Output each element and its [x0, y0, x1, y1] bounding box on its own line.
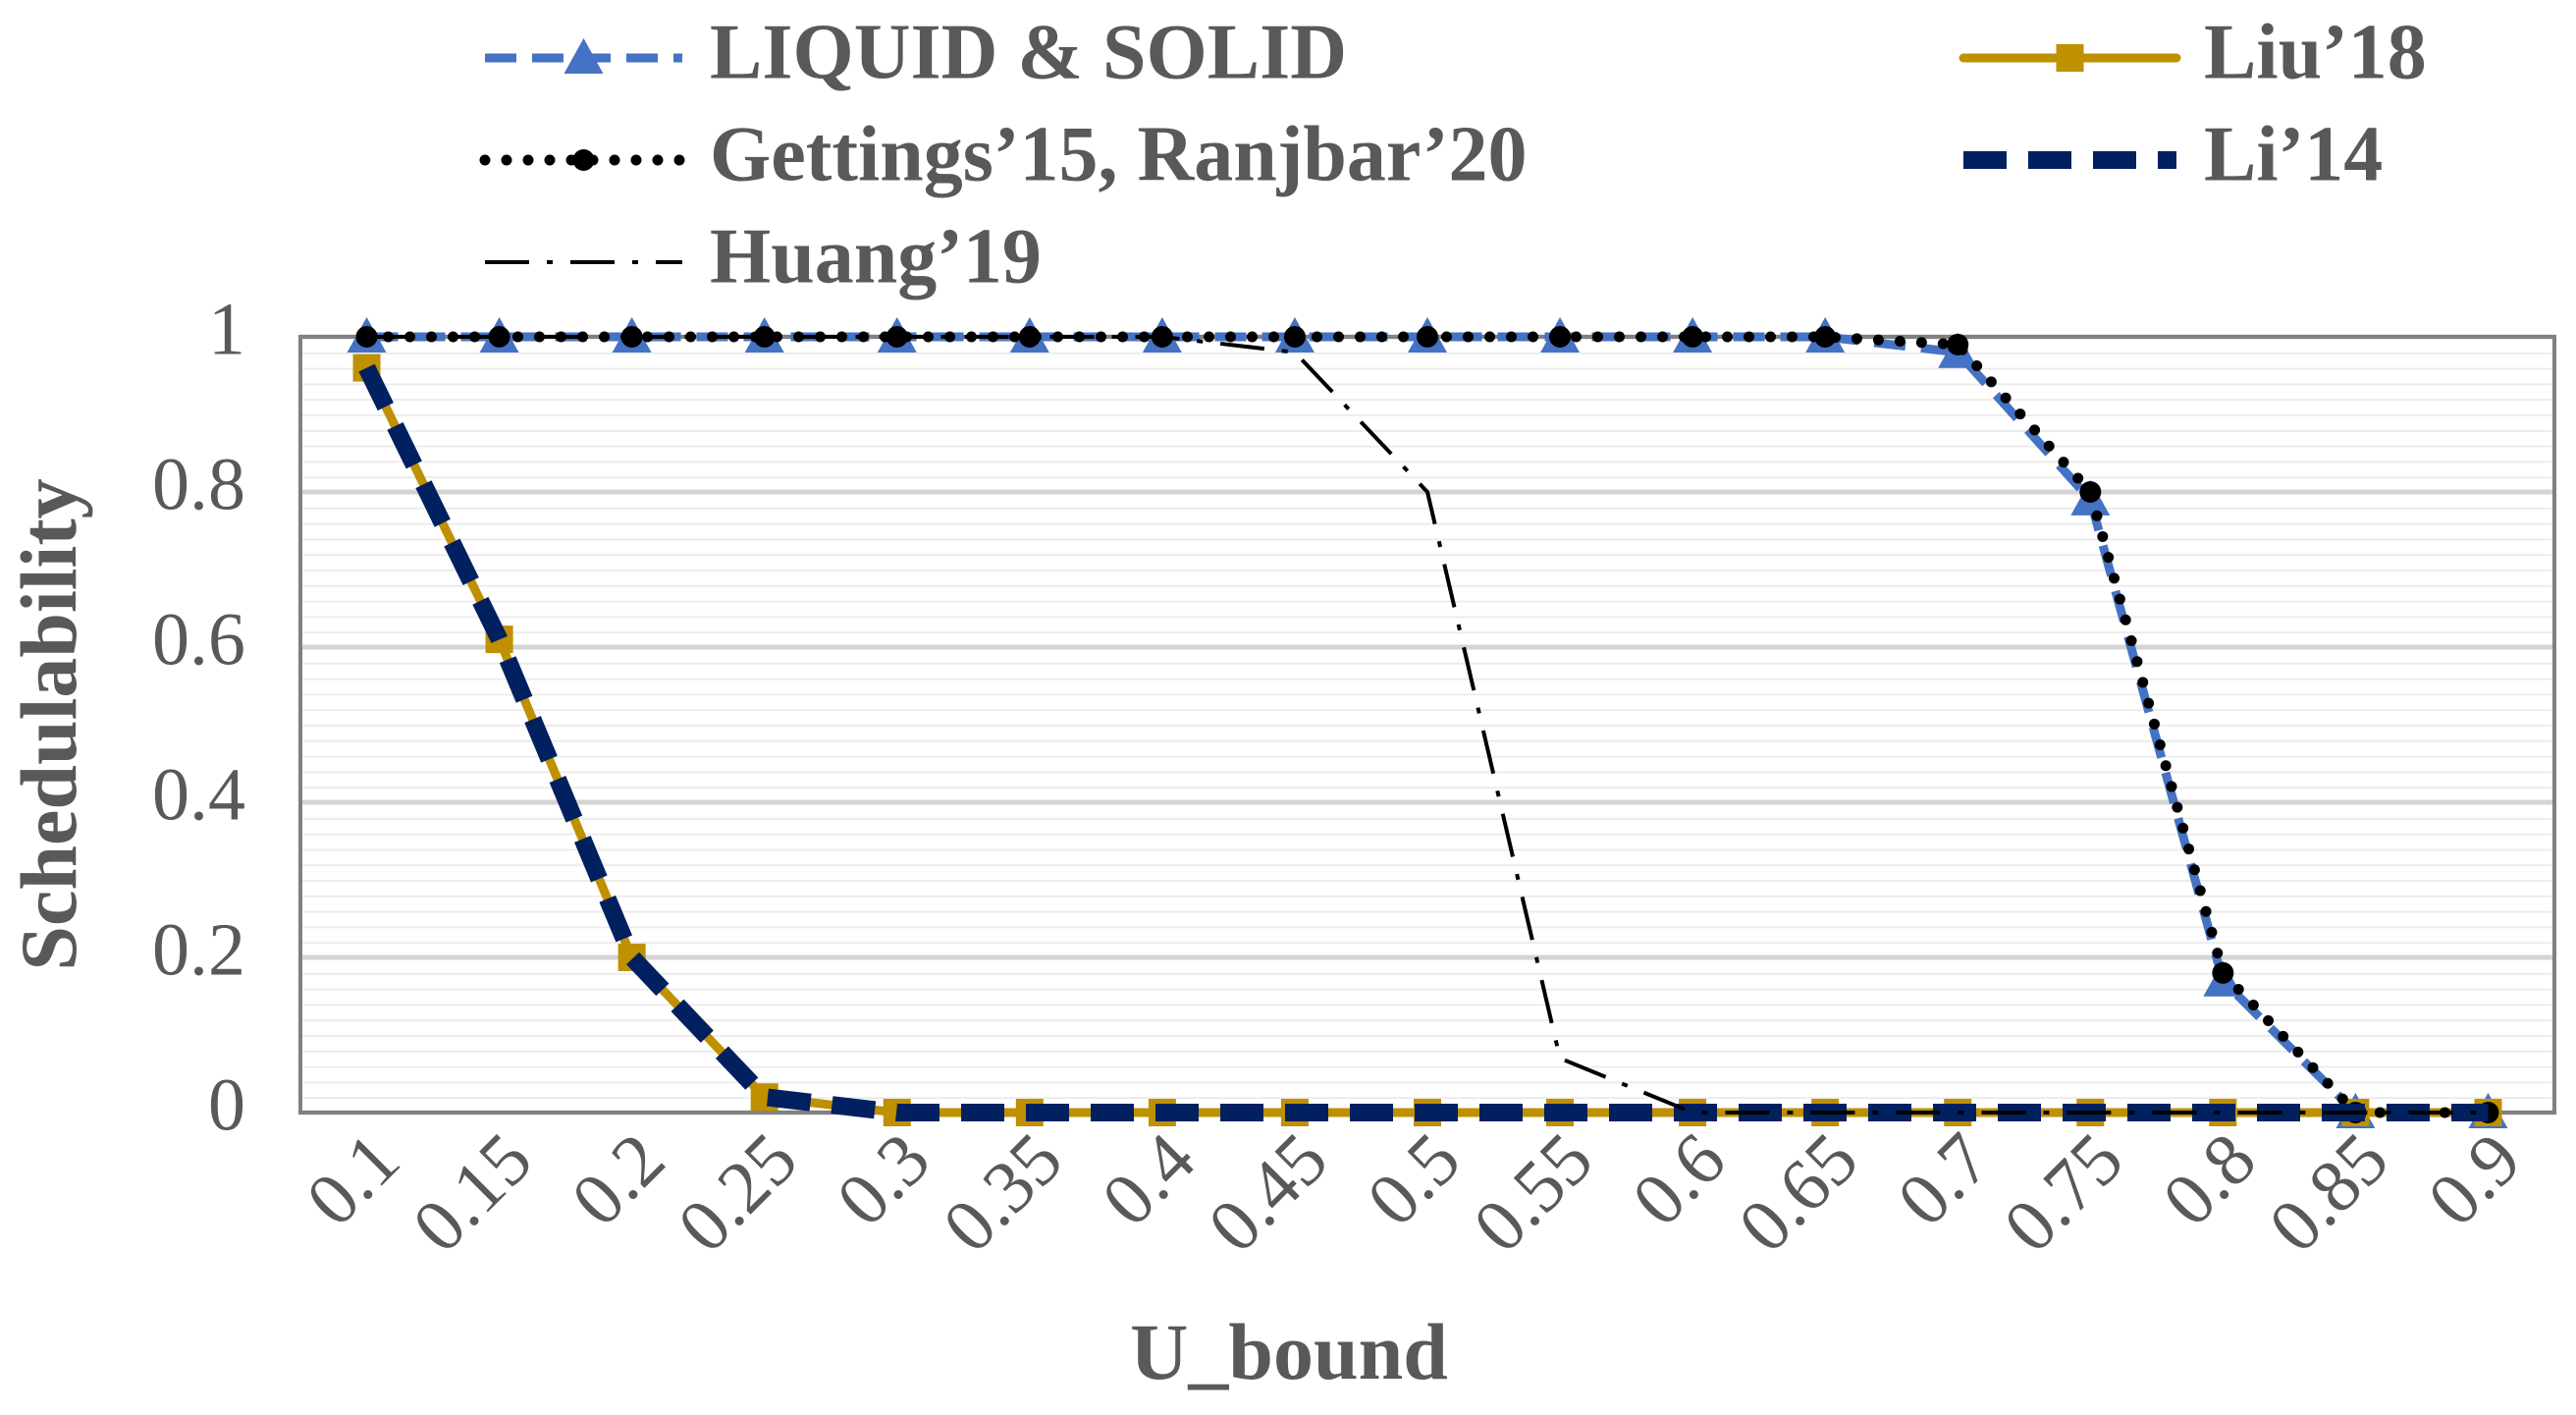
x-tick-label: 0.75 [1988, 1117, 2138, 1268]
x-tick-label: 0.85 [2253, 1117, 2403, 1268]
marker [488, 326, 510, 348]
marker [1283, 326, 1306, 348]
x-tick-label: 0.25 [663, 1117, 813, 1268]
y-tick-label: 0.6 [152, 598, 245, 680]
x-tick-label: 0.15 [397, 1117, 547, 1268]
series-line [366, 335, 2489, 1115]
x-tick-label: 0.55 [1458, 1117, 1608, 1268]
x-tick-label: 0.5 [1352, 1117, 1476, 1242]
y-tick-label: 0.2 [152, 908, 245, 991]
y-tick-label: 0 [208, 1063, 245, 1146]
marker [1549, 326, 1572, 348]
marker [1417, 326, 1438, 348]
legend-label: LIQUID & SOLID [710, 9, 1347, 95]
x-tick-label: 0.4 [1087, 1117, 1211, 1242]
marker [2079, 481, 2102, 503]
marker [1682, 326, 1704, 348]
x-tick-label: 0.35 [928, 1117, 1078, 1268]
x-tick-label: 0.9 [2412, 1117, 2537, 1242]
legend-marker [2056, 44, 2084, 72]
marker [1947, 333, 1969, 355]
x-tick-label: 0.1 [291, 1117, 415, 1242]
x-tick-label: 0.6 [1617, 1117, 1742, 1242]
legend-label: Huang’19 [710, 213, 1042, 299]
y-axis-title: Schedulability [4, 478, 93, 970]
x-tick-label: 0.7 [1882, 1117, 2007, 1242]
x-tick-label: 0.3 [822, 1117, 946, 1242]
x-axis-title: U_bound [1130, 1307, 1448, 1396]
marker [753, 326, 776, 348]
legend-label: Liu’18 [2204, 9, 2427, 95]
y-tick-label: 1 [208, 288, 245, 370]
y-tick-label: 0.4 [152, 753, 245, 836]
legend-marker [564, 38, 604, 74]
x-tick-label: 0.45 [1193, 1117, 1343, 1268]
x-tick-label: 0.2 [556, 1117, 680, 1242]
marker [1814, 326, 1837, 348]
legend-label: Li’14 [2204, 111, 2383, 197]
x-tick-label: 0.65 [1723, 1117, 1873, 1268]
legend-marker [572, 149, 595, 171]
minor-grid [300, 337, 2554, 1113]
x-tick-label: 0.8 [2147, 1117, 2272, 1242]
legend-label: Gettings’15, Ranjbar’20 [710, 111, 1528, 197]
marker [2212, 961, 2234, 984]
y-tick-label: 0.8 [152, 443, 245, 525]
